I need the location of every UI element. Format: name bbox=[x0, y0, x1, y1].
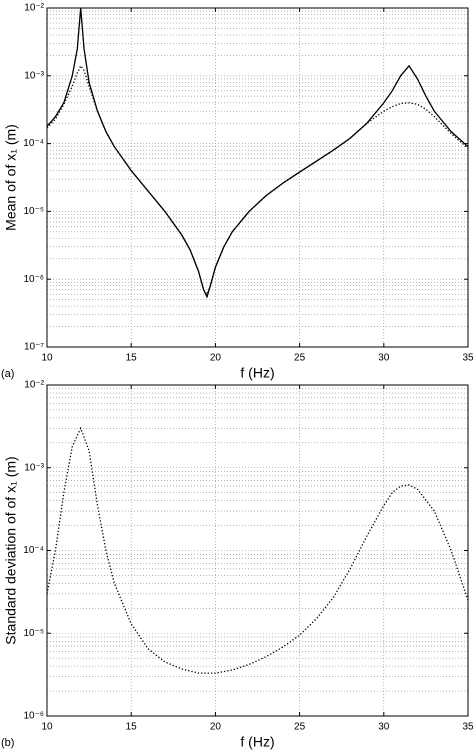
data-line bbox=[46, 426, 469, 674]
x-tick-label: 30 bbox=[378, 722, 390, 733]
x-tick-label: 10 bbox=[41, 353, 53, 364]
y-tick-label: 10⁻³ bbox=[24, 462, 44, 473]
x-tick-label: 20 bbox=[210, 353, 222, 364]
y-tick-label: 10⁻⁵ bbox=[23, 628, 44, 639]
y-tick-label: 10⁻² bbox=[24, 3, 44, 14]
x-tick-label: 25 bbox=[294, 353, 306, 364]
y-tick-label: 10⁻⁴ bbox=[23, 138, 44, 149]
x-tick-label: 15 bbox=[126, 722, 138, 733]
x-tick-label: 10 bbox=[41, 722, 53, 733]
plot-frame bbox=[46, 384, 469, 717]
y-tick-label: 10⁻⁵ bbox=[23, 206, 44, 217]
x-tick-label: 35 bbox=[462, 722, 474, 733]
y-axis-label: Mean of of x₁ (m) bbox=[3, 124, 19, 231]
x-tick-label: 25 bbox=[294, 722, 306, 733]
data-line bbox=[46, 7, 469, 299]
x-tick-label: 35 bbox=[462, 353, 474, 364]
x-axis-label: f (Hz) bbox=[240, 365, 274, 381]
panel-label: (b) bbox=[1, 737, 14, 749]
y-tick-label: 10⁻³ bbox=[24, 70, 44, 81]
x-axis-label: f (Hz) bbox=[240, 734, 274, 750]
y-tick-label: 10⁻⁴ bbox=[23, 545, 44, 556]
y-tick-label: 10⁻⁷ bbox=[24, 342, 44, 353]
y-tick-label: 10⁻⁶ bbox=[23, 274, 44, 285]
y-tick-label: 10⁻² bbox=[24, 380, 44, 391]
x-tick-label: 15 bbox=[126, 353, 138, 364]
x-tick-label: 30 bbox=[378, 353, 390, 364]
y-axis-label: Standard deviation of of x₁ (m) bbox=[3, 456, 19, 644]
y-tick-label: 10⁻⁶ bbox=[23, 711, 44, 722]
panel-label: (a) bbox=[1, 368, 14, 380]
plot-frame bbox=[46, 7, 469, 348]
x-tick-label: 20 bbox=[210, 722, 222, 733]
data-line bbox=[46, 64, 469, 296]
